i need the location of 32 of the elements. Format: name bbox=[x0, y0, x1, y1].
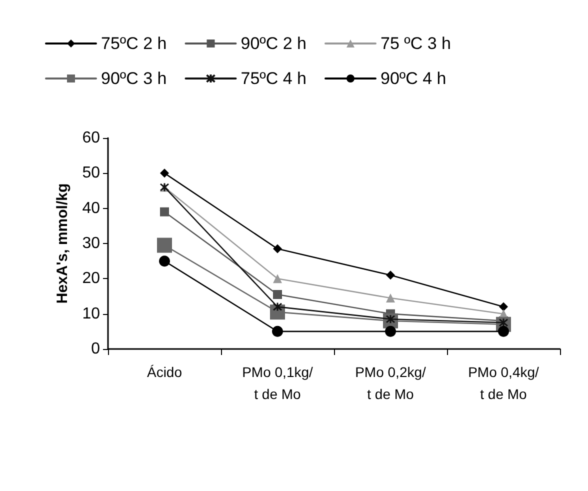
point bbox=[160, 207, 169, 216]
x-tick-label: Ácido bbox=[146, 364, 182, 380]
legend-label: 90ºC 4 h bbox=[380, 69, 446, 88]
x-tick-label: PMo 0,2kg/t de Mo bbox=[355, 364, 426, 402]
point bbox=[273, 290, 282, 299]
y-tick-label: 30 bbox=[82, 235, 100, 252]
x-tick-label: PMo 0,1kg/t de Mo bbox=[242, 364, 314, 402]
y-tick-label: 60 bbox=[82, 130, 100, 146]
point bbox=[386, 294, 395, 303]
point bbox=[385, 326, 396, 337]
point bbox=[159, 256, 170, 267]
legend-label: 75 ºC 3 h bbox=[380, 34, 451, 53]
point bbox=[273, 244, 282, 254]
y-tick-label: 10 bbox=[82, 305, 100, 322]
point bbox=[498, 326, 509, 337]
y-tick-label: 0 bbox=[91, 340, 100, 358]
point bbox=[273, 274, 282, 284]
point bbox=[272, 326, 283, 337]
legend-label: 75ºC 4 h bbox=[240, 69, 307, 88]
y-tick-label: 20 bbox=[82, 270, 100, 288]
point bbox=[499, 302, 508, 312]
x-tick-label: PMo 0,4kg/t de Mo bbox=[468, 364, 540, 402]
y-tick-label: 40 bbox=[82, 200, 100, 217]
point bbox=[386, 270, 395, 280]
point bbox=[160, 168, 169, 178]
point bbox=[272, 302, 282, 312]
y-tick-label: 50 bbox=[82, 164, 100, 182]
legend-label: 75ºC 2 h bbox=[101, 34, 167, 53]
y-axis-title: HexA's, mmol/kg bbox=[54, 183, 71, 304]
legend-label: 90ºC 3 h bbox=[101, 69, 167, 88]
point bbox=[157, 238, 172, 253]
legend-label: 90ºC 2 h bbox=[240, 34, 307, 53]
